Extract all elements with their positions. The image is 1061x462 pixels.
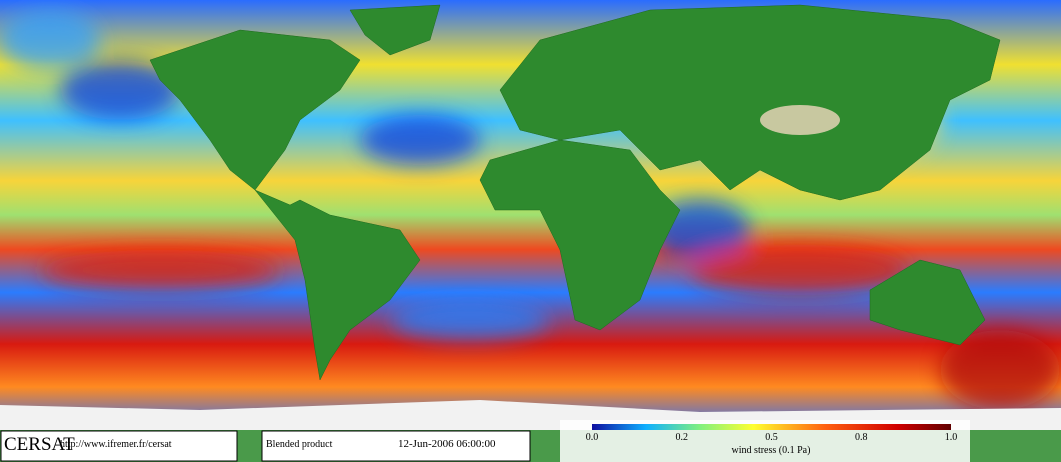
south-america bbox=[254, 189, 421, 381]
colorbar-ticks: 0.0 0.2 0.5 0.8 1.0 bbox=[586, 432, 958, 443]
colorbar bbox=[592, 424, 951, 430]
url: http://www.ifremer.fr/cersat bbox=[60, 439, 172, 450]
colorbar-tick-label: 0.8 bbox=[855, 432, 868, 443]
greenland bbox=[349, 4, 441, 56]
colorbar-tick-label: 0.2 bbox=[676, 432, 689, 443]
australia bbox=[869, 259, 986, 346]
logo: CERSAT bbox=[4, 434, 75, 455]
tibet-plateau bbox=[760, 105, 840, 135]
africa bbox=[479, 139, 681, 331]
continents bbox=[149, 4, 1001, 381]
info-box bbox=[261, 430, 531, 462]
logo-box bbox=[0, 430, 238, 462]
product: Blended product bbox=[266, 439, 333, 450]
eurasia bbox=[499, 4, 1001, 201]
colorbar-tick-label: 1.0 bbox=[945, 432, 958, 443]
north-america bbox=[149, 29, 361, 191]
colorbar-tick-label: 0.5 bbox=[765, 432, 778, 443]
colorbar-tick-label: 0.0 bbox=[586, 432, 599, 443]
date: 12-Jun-2006 06:00:00 bbox=[398, 438, 496, 450]
colorbar-label: wind stress (0.1 Pa) bbox=[732, 445, 811, 456]
